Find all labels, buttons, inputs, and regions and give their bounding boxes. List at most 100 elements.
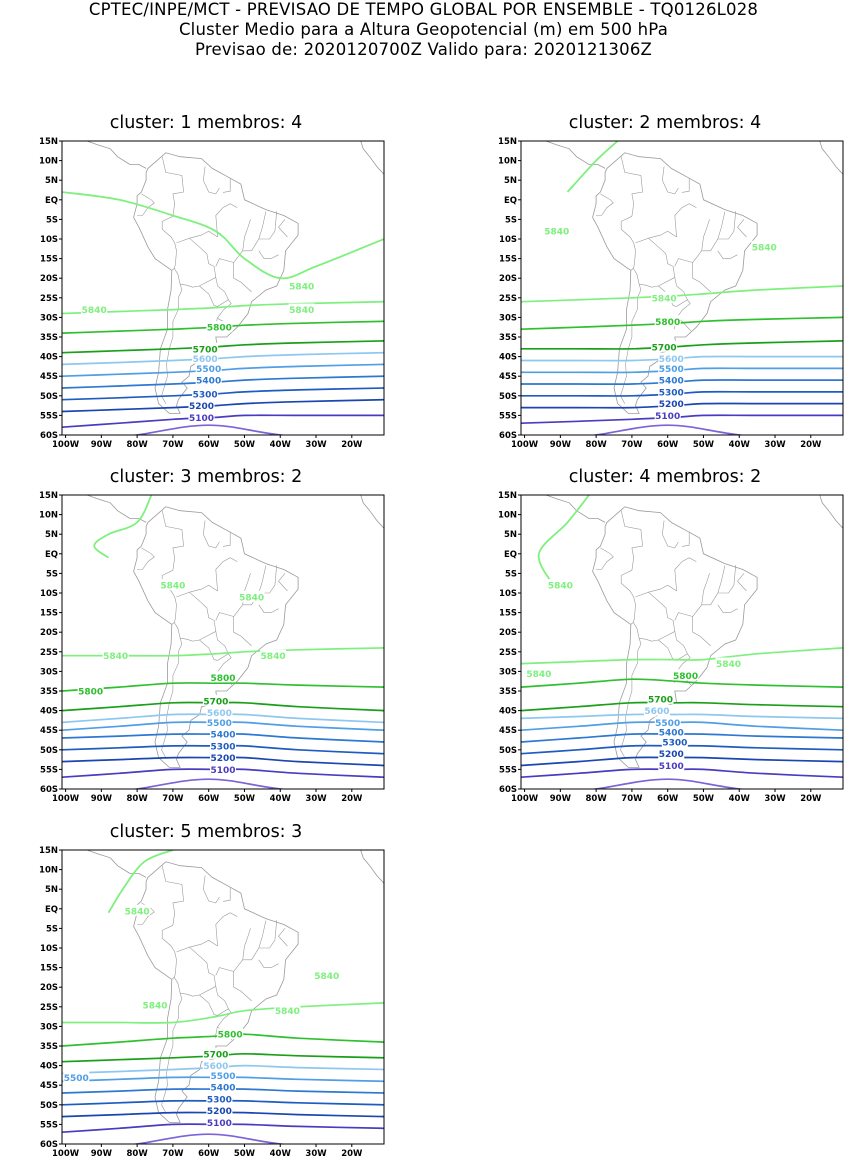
contour-label-bg [658,397,685,409]
contour-label: 5840 [275,1007,300,1017]
country-border [648,584,677,593]
lon-label: 40W [270,440,292,450]
contour-label-bg [102,649,129,661]
country-border [215,912,238,947]
contour-label-bg [654,315,681,327]
contour-label: 5700 [648,695,673,705]
lat-label: 20S [40,628,58,638]
lon-label: 70W [621,794,643,804]
contour-label: 5400 [210,731,235,741]
contour-label: 5100 [655,412,680,422]
contour-label-bg [206,1116,233,1128]
contour-label: 5840 [239,593,264,603]
coastline [584,141,586,142]
lon-label: 90W [550,440,572,450]
lat-label: 45S [499,726,517,736]
lon-label: 90W [550,794,572,804]
contour-label: 5840 [82,306,107,316]
contour-label-bg [192,352,219,364]
contour-label-bg [81,303,108,315]
contour-label-bg [543,225,570,237]
contour-label-bg [124,904,151,916]
country-border [202,520,220,549]
coastline [85,495,147,523]
lat-label: 5N [504,530,517,540]
contour-label-bg [643,704,670,716]
panel-title: cluster: 3 membros: 2 [109,467,303,487]
cluster-panel-5: cluster: 5 membros: 3 5840 5840 5840 5840 58… [35,822,395,1162]
lat-label: 10N [39,157,58,167]
contour-label-bg [654,409,681,421]
contour-label-bg [202,1059,229,1071]
country-border [674,612,693,621]
lon-label: 70W [162,1149,184,1159]
country-border [242,928,251,960]
lon-label: 50W [693,794,715,804]
country-border [215,612,234,621]
contour-label: 5400 [210,1084,235,1094]
lat-label: 50S [40,392,58,402]
lat-label: 5N [45,176,58,186]
lon-label: 20W [341,794,363,804]
contour-label: 5840 [289,283,314,293]
contour-label: 5840 [314,972,339,982]
lat-label: 40S [499,707,517,717]
country-border [620,622,642,758]
contour-label: 5100 [189,414,214,424]
lat-label: 50S [499,392,517,402]
country-border [199,277,229,307]
country-border [710,565,726,605]
lon-label: 40W [270,1149,292,1159]
country-border [161,977,183,1113]
contour-label: 5100 [659,762,684,772]
lat-label: 35S [40,1042,58,1052]
lon-label: 90W [91,794,113,804]
contour-label-bg [159,579,186,591]
country-border [701,219,710,251]
lat-label: 55S [40,411,58,421]
country-border [202,875,220,904]
country-border [161,865,184,926]
contour-label-bg [206,1104,233,1116]
lat-label: 60S [499,431,517,441]
contour-label: 5840 [652,294,677,304]
lat-label: 40S [499,353,517,363]
contour-label: 5600 [207,709,232,719]
lon-label: 80W [127,794,149,804]
country-border [176,946,217,997]
country-border [258,920,277,949]
contour-5700 [62,340,384,354]
contour-label-bg [238,590,265,602]
contour-label-bg [547,579,574,591]
contour-5840 [521,285,843,303]
lat-label: 55S [40,1120,58,1130]
contour-label-bg [658,374,685,386]
contour-label-bg [210,728,236,740]
contour-label-bg [210,751,236,763]
contour-5840-north [62,191,384,280]
contour-label-bg [658,726,685,738]
lon-label: 60W [198,794,220,804]
contour-label: 5300 [659,388,684,398]
contour-label: 5400 [659,377,684,387]
country-border [717,211,736,240]
country-border [635,237,676,288]
contour-label: 5500 [207,719,232,729]
lat-label: 20S [40,274,58,284]
lat-label: 20S [499,628,517,638]
contour-label: 5840 [548,582,573,592]
lat-label: 10N [39,511,58,521]
contour-label-bg [142,998,169,1010]
header-line-1: CPTEC/INPE/MCT - PREVISAO DE TEMPO GLOBA… [88,0,759,19]
chart-header: CPTEC/INPE/MCT - PREVISAO DE TEMPO GLOBA… [0,0,847,60]
contour-label: 5700 [193,345,218,355]
lon-label: 80W [127,1149,149,1159]
country-border [620,268,642,404]
country-border [137,547,155,570]
lon-label: 20W [341,440,363,450]
lat-label: 35S [40,333,58,343]
header-line-2: Cluster Medio para a Altura Geopotencial… [178,20,669,39]
